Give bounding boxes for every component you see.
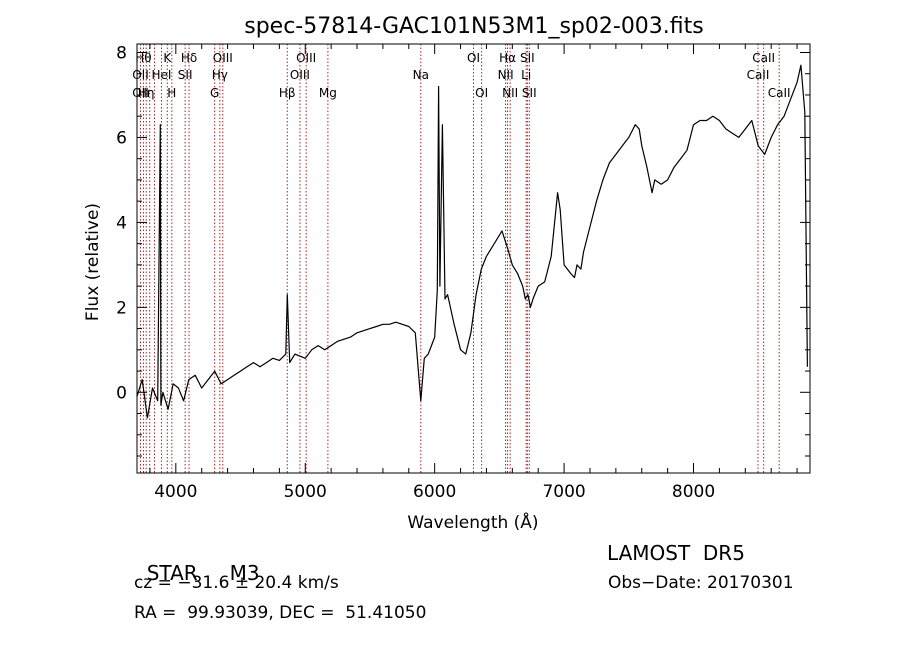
emission-line-label: OIII bbox=[290, 68, 310, 82]
emission-line-label: Li bbox=[521, 68, 531, 82]
x-axis: 4000 5000 6000 7000 8000 bbox=[149, 44, 798, 502]
emission-line-label: SII bbox=[178, 68, 193, 82]
emission-line-label: SII bbox=[522, 86, 537, 100]
x-tick-label: 4000 bbox=[154, 482, 197, 502]
coordinates: RA = 99.93039, DEC = 51.41050 bbox=[134, 603, 427, 623]
plot-frame bbox=[136, 43, 811, 474]
emission-line-label: Na bbox=[413, 68, 429, 82]
y-axis-label: Flux (relative) bbox=[83, 203, 103, 321]
emission-line-label: OI bbox=[467, 51, 480, 65]
emission-line-label: OIII bbox=[213, 51, 233, 65]
x-tick-label: 8000 bbox=[672, 482, 715, 502]
x-tick-label: 7000 bbox=[542, 482, 585, 502]
x-tick-label: 5000 bbox=[284, 482, 327, 502]
chart-title: spec-57814-GAC101N53M1_sp02-003.fits bbox=[244, 14, 704, 39]
y-tick-label: 6 bbox=[116, 128, 127, 148]
object-class: STAR M3 bbox=[134, 543, 260, 583]
emission-line-label: Hδ bbox=[181, 51, 197, 65]
emission-line-label: Hα bbox=[499, 51, 516, 65]
redshift-velocity: cz = −31.6 ± 20.4 km/s bbox=[134, 573, 339, 593]
spectrum-trace bbox=[136, 64, 808, 419]
x-tick-label: 6000 bbox=[413, 482, 456, 502]
emission-line-labels: OIIOIIHθHηHeIKHSIIHδGHγOIIIHβOIIIOIIIMgN… bbox=[132, 51, 790, 100]
emission-line-label: CaII bbox=[768, 86, 791, 100]
y-tick-label: 8 bbox=[116, 43, 127, 63]
emission-line-label: OI bbox=[475, 86, 488, 100]
emission-line-label: OIII bbox=[296, 51, 316, 65]
emission-line-label: K bbox=[163, 51, 172, 65]
emission-line-label: OII bbox=[132, 68, 149, 82]
object-subclass-text: M3 bbox=[229, 561, 260, 585]
emission-line-label: Hγ bbox=[212, 68, 228, 82]
emission-line-label: Hβ bbox=[279, 86, 296, 100]
y-tick-label: 2 bbox=[116, 298, 127, 318]
emission-line-label: Hθ bbox=[135, 51, 151, 65]
survey-name: LAMOST DR5 bbox=[607, 541, 745, 565]
x-axis-label: Wavelength (Å) bbox=[407, 511, 538, 533]
emission-line-label: H bbox=[167, 86, 176, 100]
y-tick-label: 4 bbox=[116, 213, 127, 233]
emission-line-markers bbox=[139, 44, 780, 473]
emission-line-label: CaII bbox=[747, 68, 770, 82]
y-axis: 0 2 4 6 8 bbox=[116, 43, 810, 457]
y-tick-label: 0 bbox=[116, 383, 127, 403]
emission-line-label: NII bbox=[498, 68, 514, 82]
emission-line-label: HeI bbox=[151, 68, 171, 82]
emission-line-label: NII bbox=[502, 86, 518, 100]
emission-line-label: SII bbox=[520, 51, 535, 65]
emission-line-label: CaII bbox=[752, 51, 775, 65]
spectrum-line bbox=[136, 64, 808, 419]
object-class-text: STAR bbox=[146, 561, 198, 585]
emission-line-label: OII bbox=[132, 86, 149, 100]
emission-line-label: G bbox=[210, 86, 219, 100]
emission-line-label: Hη bbox=[138, 86, 155, 100]
emission-line-label: Mg bbox=[319, 86, 337, 100]
observation-date: Obs−Date: 20170301 bbox=[608, 573, 794, 593]
